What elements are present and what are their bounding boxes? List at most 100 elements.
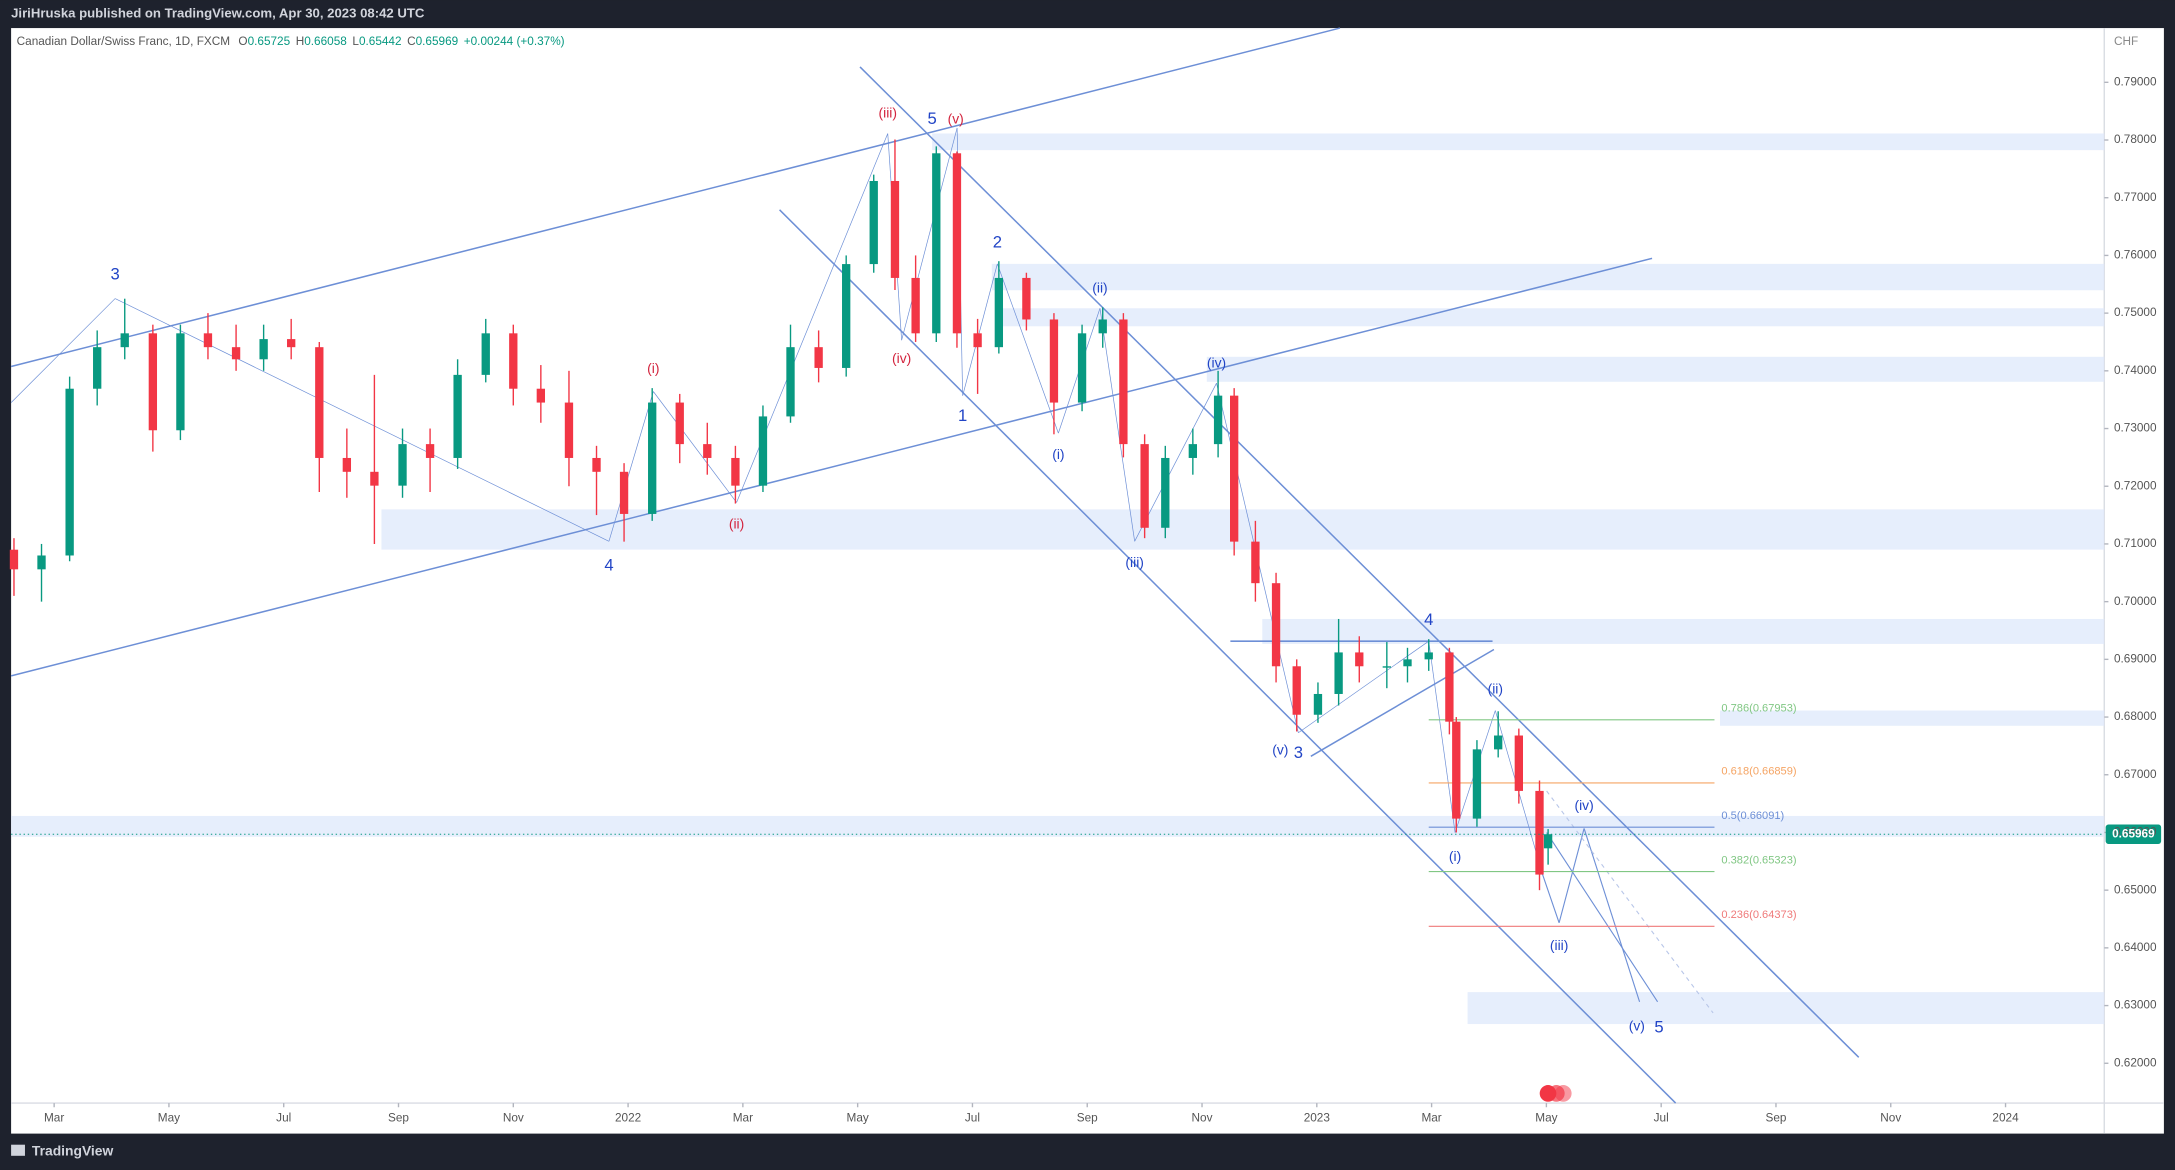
candles: [9, 81, 2162, 1108]
candle-body: [481, 333, 490, 375]
wave-label: (iii): [1125, 554, 1143, 570]
symbol: Canadian Dollar/Swiss Franc, 1D, FXCM: [17, 35, 230, 48]
x-tick-label: Nov: [1192, 1111, 1213, 1124]
candle-body: [120, 333, 129, 348]
candle-body: [176, 333, 185, 431]
candle-body: [1334, 652, 1343, 694]
candle-body: [911, 277, 920, 334]
legend: Canadian Dollar/Swiss Franc, 1D, FXCM O0.…: [17, 35, 565, 48]
y-tick-label: 0.63000: [2114, 999, 2157, 1012]
legend-key: O: [238, 35, 247, 48]
currency: CHF: [2114, 35, 2138, 48]
x-tick-label: Jul: [276, 1111, 291, 1124]
y-tick-label: 0.77000: [2114, 191, 2157, 204]
legend-value: 0.65442: [359, 35, 402, 48]
trend-line: [859, 66, 1860, 1058]
wave-label: 4: [604, 556, 613, 575]
x-tick-label: Nov: [1880, 1111, 1901, 1124]
y-tick-label: 0.76000: [2114, 249, 2157, 262]
wave-label: (iv): [1574, 797, 1593, 813]
alert-icon: [1539, 1085, 1572, 1102]
y-tick-label: 0.78000: [2114, 133, 2157, 146]
wave-label: 4: [1424, 610, 1433, 629]
y-tick-label: 0.72000: [2114, 479, 2157, 492]
brand: TradingView: [32, 1142, 114, 1158]
y-tick-label: 0.64000: [2114, 941, 2157, 954]
trend-line: [114, 298, 610, 542]
candle-body: [1161, 457, 1170, 528]
zone: [991, 263, 2105, 291]
wave-label: (ii): [1488, 680, 1503, 696]
x-tick-label: May: [847, 1111, 869, 1124]
legend-value: 0.66058: [304, 35, 347, 48]
wave-label: (v): [1629, 1017, 1645, 1033]
y-tick-label: 0.68000: [2114, 710, 2157, 723]
publisher: JiriHruska published on TradingView.com,…: [11, 6, 425, 21]
x-tick-label: Mar: [733, 1111, 753, 1124]
last-price-label: 0.65969: [2112, 827, 2155, 840]
x-tick-label: 2024: [1992, 1111, 2019, 1124]
x-tick-label: Mar: [44, 1111, 64, 1124]
fib-label: 0.618(0.66859): [1721, 766, 1796, 778]
candle-body: [619, 471, 629, 514]
wave-label: 5: [1654, 1018, 1663, 1037]
zone: [998, 308, 2105, 327]
candle-body: [287, 339, 296, 348]
zone: [1720, 710, 2105, 726]
legend-value: 0.65725: [248, 35, 291, 48]
trend-line: [10, 257, 1653, 677]
y-tick-label: 0.75000: [2114, 306, 2157, 319]
wave-label: 3: [1294, 743, 1303, 762]
x-tick-label: May: [158, 1111, 180, 1124]
x-tick-label: May: [1535, 1111, 1557, 1124]
candle-body: [758, 416, 768, 486]
y-tick-label: 0.69000: [2114, 652, 2157, 665]
labels: 0.79000 0.78000 0.77000 0.76000 0.75000 0.740…: [17, 35, 2157, 1124]
candle-body: [564, 402, 574, 458]
legend-change: +0.00244 (+0.37%): [464, 35, 565, 48]
candle-body: [1445, 652, 1454, 722]
legend-key: H: [296, 35, 305, 48]
legend-value: 0.65969: [416, 35, 459, 48]
wave-label: (i): [1449, 848, 1461, 864]
zones: [11, 133, 2105, 1025]
fib-label: 0.236(0.64373): [1721, 909, 1796, 921]
candle-body: [703, 444, 712, 458]
wave-label: (iv): [1207, 354, 1226, 370]
trend-line: [1428, 641, 1456, 833]
candle-body: [203, 333, 213, 348]
candle-body: [1077, 333, 1087, 403]
candle-body: [1472, 749, 1482, 819]
fib-label: 0.382(0.65323): [1721, 854, 1796, 866]
logo-mark: [11, 1144, 25, 1156]
candle-body: [592, 457, 601, 472]
icon-dot: [1554, 1085, 1572, 1102]
candle-body: [675, 402, 684, 445]
x-tick-label: Jul: [1654, 1111, 1669, 1124]
y-tick-label: 0.71000: [2114, 537, 2157, 550]
candle-body: [315, 347, 324, 458]
candle-body: [869, 180, 878, 265]
candle-body: [509, 333, 518, 389]
trend-line: [1558, 828, 1585, 923]
x-tick-label: Sep: [1765, 1111, 1786, 1124]
trend-line: [997, 263, 1059, 434]
wave-label: 2: [993, 232, 1002, 251]
trend-line: [779, 209, 1677, 1104]
x-tick-label: Sep: [1077, 1111, 1098, 1124]
candle-body: [1355, 652, 1364, 667]
candle-body: [453, 374, 462, 458]
zone: [381, 509, 2105, 550]
candle-body: [9, 549, 19, 570]
candle-body: [1543, 834, 1553, 849]
x-tick-label: Nov: [503, 1111, 524, 1124]
legend-key: C: [407, 35, 416, 48]
x-tick-label: 2023: [1304, 1111, 1331, 1124]
candle-body: [973, 333, 982, 348]
trend-line: [962, 263, 998, 396]
trend-line: [1583, 828, 1641, 1002]
candle-body: [731, 457, 740, 486]
candle-body: [1403, 659, 1412, 667]
trend-line: [608, 391, 654, 542]
